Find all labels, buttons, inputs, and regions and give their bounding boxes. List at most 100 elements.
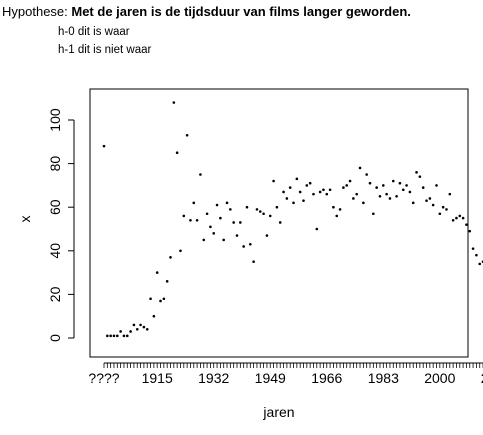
data-point-1907 [129,330,132,333]
y-tick-label-0: 0 [47,334,63,342]
data-point-1968 [332,205,335,209]
data-point-1939 [235,234,239,237]
x-tick-label-2017: 2017 [481,370,483,386]
data-point-1985 [388,197,392,200]
data-point-2004 [451,218,455,222]
data-point-1964 [318,190,322,194]
data-point-1936 [225,201,229,205]
data-point-???? [102,144,106,148]
data-point-1988 [398,181,402,185]
data-point-1984 [385,192,388,196]
data-point-1945 [255,208,259,211]
data-point-1960 [305,184,309,187]
data-point-2003 [448,192,452,196]
data-points [102,101,483,338]
x-tick-label-1932: 1932 [198,370,229,386]
data-point-1948 [265,234,269,237]
data-point-1914 [152,314,156,318]
data-point-1903 [116,334,119,338]
data-point-1973 [348,179,352,183]
y-tick-label-20: 20 [47,286,63,302]
data-point-1954 [285,197,289,200]
data-point-1928 [199,173,202,176]
data-point-1997 [428,197,432,200]
data-point-1910 [139,323,142,327]
x-tick-label-????: ???? [88,370,119,386]
data-point-1996 [425,199,428,202]
h0-statement: h-0 dit is waar [58,26,130,38]
x-tick-label-1983: 1983 [368,370,399,386]
data-point-1979 [368,181,372,185]
data-point-1909 [135,327,139,331]
data-point-1917 [162,297,166,301]
hypothesis-label: Hypothese: [2,4,72,19]
h1-statement: h-1 dit is niet waar [58,44,152,56]
data-point-1930 [205,212,209,216]
data-point-1943 [249,242,252,246]
data-point-1905 [122,334,126,338]
data-point-1918 [165,280,169,283]
data-point-1932 [212,232,216,235]
data-point-1970 [338,208,342,211]
data-point-1911 [142,325,146,329]
data-point-1981 [375,186,378,189]
data-point-2000 [438,212,442,216]
data-point-1906 [125,334,129,338]
data-point-1935 [222,238,225,242]
y-tick-label-80: 80 [47,156,63,172]
data-point-1916 [159,299,162,303]
data-point-1913 [149,297,152,301]
y-tick-label-40: 40 [47,243,63,259]
data-point-1920 [172,101,176,104]
y-axis-label: x [17,216,33,223]
data-point-1978 [365,173,368,176]
data-point-1977 [362,201,365,205]
data-point-1927 [195,218,199,222]
data-point-2011 [475,253,478,257]
data-point-1900 [106,334,109,338]
data-point-1941 [242,245,245,248]
hypothesis-statement: Met de jaren is de tijdsduur van films l… [71,4,411,19]
data-point-1956 [292,201,295,205]
data-point-1933 [215,203,219,207]
data-point-1995 [421,186,425,189]
data-point-2006 [458,214,462,218]
data-point-1989 [401,188,405,192]
data-point-1972 [345,184,349,187]
data-point-1982 [378,195,382,198]
data-point-1999 [435,184,438,187]
data-point-1950 [272,179,275,183]
data-point-1912 [145,327,149,331]
x-tick-label-2000: 2000 [424,370,455,386]
data-point-1959 [302,199,305,202]
data-point-1937 [229,208,232,211]
data-point-2001 [441,205,445,209]
data-point-1958 [298,190,302,194]
data-point-1969 [335,214,339,218]
data-point-1980 [372,212,375,216]
data-point-1931 [209,225,212,229]
data-point-1986 [391,179,395,183]
data-point-2009 [468,229,472,233]
hypothesis-line: Hypothese: Met de jaren is de tijdsduur … [2,4,411,19]
data-point-1902 [112,334,116,338]
data-point-1991 [408,190,412,194]
x-tick-label-1915: 1915 [142,370,173,386]
data-point-1967 [328,188,332,192]
x-tick-label-1949: 1949 [255,370,286,386]
data-point-1922 [179,249,182,253]
data-point-1963 [315,227,319,231]
data-point-1944 [252,260,255,264]
data-point-2005 [455,216,458,220]
data-point-1942 [245,205,249,209]
data-point-1961 [308,181,312,185]
data-point-1975 [355,192,359,196]
data-point-1926 [192,201,196,205]
data-point-1904 [119,330,122,333]
data-point-1940 [239,221,242,224]
data-point-1990 [405,184,408,187]
data-point-1924 [185,133,189,137]
data-point-1965 [322,188,325,192]
data-point-1976 [358,166,362,170]
